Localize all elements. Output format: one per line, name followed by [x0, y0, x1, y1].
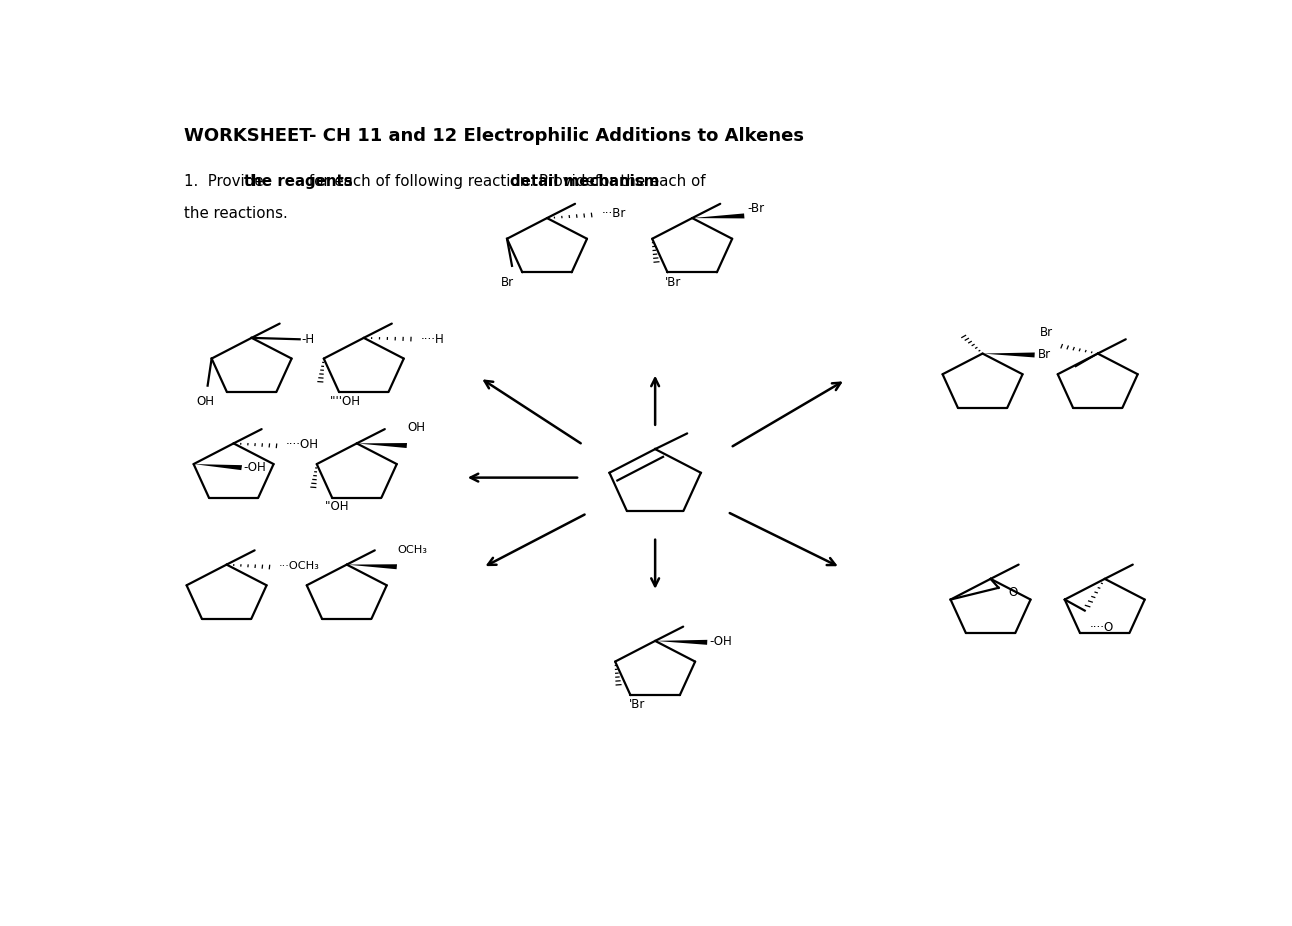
- Text: for the each of: for the each of: [590, 174, 705, 189]
- Polygon shape: [982, 353, 1035, 357]
- Text: ''''OH: ''''OH: [329, 394, 360, 408]
- Text: OCH₃: OCH₃: [398, 545, 428, 556]
- Text: OH: OH: [196, 394, 214, 408]
- Text: -Br: -Br: [747, 202, 765, 216]
- Text: ····H: ····H: [421, 332, 444, 345]
- Text: ···Br: ···Br: [602, 206, 627, 219]
- Text: 1.  Provide: 1. Provide: [183, 174, 267, 189]
- Text: ''OH: ''OH: [324, 500, 349, 513]
- Text: OH: OH: [408, 421, 426, 434]
- Text: O: O: [1009, 585, 1018, 598]
- Polygon shape: [346, 564, 397, 569]
- Text: 'Br: 'Br: [629, 698, 646, 711]
- Polygon shape: [194, 464, 242, 470]
- Text: detail mechanism: detail mechanism: [510, 174, 659, 189]
- Text: 'Br: 'Br: [665, 276, 682, 289]
- Text: ····O: ····O: [1089, 621, 1114, 634]
- Text: Br: Br: [1037, 348, 1050, 361]
- Text: WORKSHEET- CH 11 and 12 Electrophilic Additions to Alkenes: WORKSHEET- CH 11 and 12 Electrophilic Ad…: [183, 127, 804, 144]
- Text: for each of following reaction. Provide: for each of following reaction. Provide: [304, 174, 599, 189]
- Polygon shape: [655, 640, 707, 644]
- Text: ···OCH₃: ···OCH₃: [279, 561, 319, 571]
- Text: -H: -H: [302, 332, 315, 345]
- Text: ····OH: ····OH: [286, 438, 319, 451]
- Text: -OH: -OH: [244, 461, 266, 474]
- Text: the reactions.: the reactions.: [183, 206, 287, 221]
- Polygon shape: [693, 213, 744, 219]
- Polygon shape: [357, 443, 407, 448]
- Text: Br: Br: [1040, 326, 1053, 339]
- Text: the reagents: the reagents: [244, 174, 353, 189]
- Text: Br: Br: [500, 276, 513, 289]
- Text: -OH: -OH: [709, 635, 733, 648]
